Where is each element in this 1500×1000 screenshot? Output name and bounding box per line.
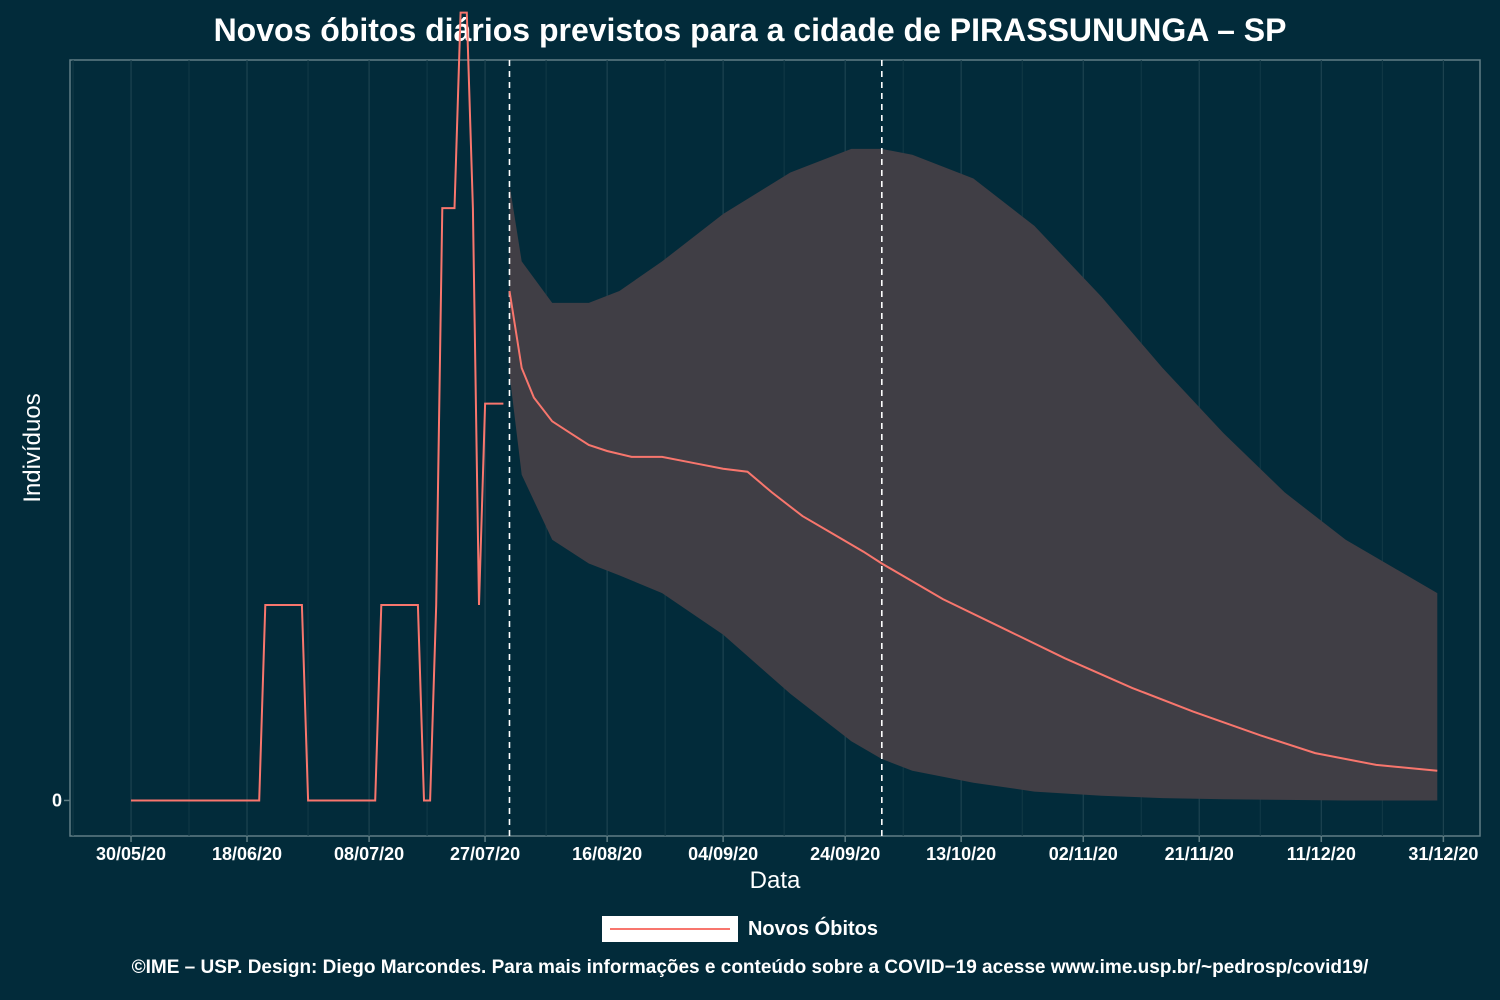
- legend: Novos Óbitos: [0, 916, 1500, 942]
- legend-key: [601, 916, 738, 942]
- x-tick-label: 27/07/20: [450, 844, 520, 864]
- prediction-band-layer: [509, 148, 1438, 801]
- x-tick-label: 04/09/20: [688, 844, 758, 864]
- x-tick-label: 02/11/20: [1049, 844, 1118, 864]
- x-tick-label: 11/12/20: [1287, 844, 1356, 864]
- y-tick-label: 0: [52, 790, 62, 810]
- reference-lines: [508, 60, 883, 836]
- x-tick-label: 31/12/20: [1408, 844, 1478, 864]
- x-tick-label: 21/11/20: [1165, 844, 1234, 864]
- x-tick-label: 16/08/20: [572, 844, 642, 864]
- y-axis-ticks: 0: [52, 790, 70, 810]
- chart-title: Novos óbitos diários previstos para a ci…: [213, 12, 1287, 48]
- legend-label: Novos Óbitos: [747, 917, 878, 940]
- series-line-predicted: [508, 290, 1438, 772]
- plot-panel-border: [69, 59, 1481, 837]
- x-tick-label: 08/07/20: [334, 844, 404, 864]
- x-tick-label: 24/09/20: [810, 844, 880, 864]
- x-axis-ticks: 30/05/20 18/06/20 08/07/20 27/07/20 16/08/20…: [96, 836, 1478, 864]
- series-lines: [131, 11, 1438, 802]
- legend-line-swatch: [609, 928, 730, 930]
- x-tick-label: 13/10/20: [926, 844, 996, 864]
- prediction-interval-band: [509, 148, 1438, 801]
- x-tick-label: 18/06/20: [212, 844, 282, 864]
- y-axis-label: Indivíduos: [19, 393, 46, 502]
- x-axis-label: Data: [750, 867, 801, 894]
- x-tick-label: 30/05/20: [96, 844, 166, 864]
- series-line-observed: [131, 11, 504, 802]
- footer-credits: ©IME – USP. Design: Diego Marcondes. Par…: [131, 957, 1369, 978]
